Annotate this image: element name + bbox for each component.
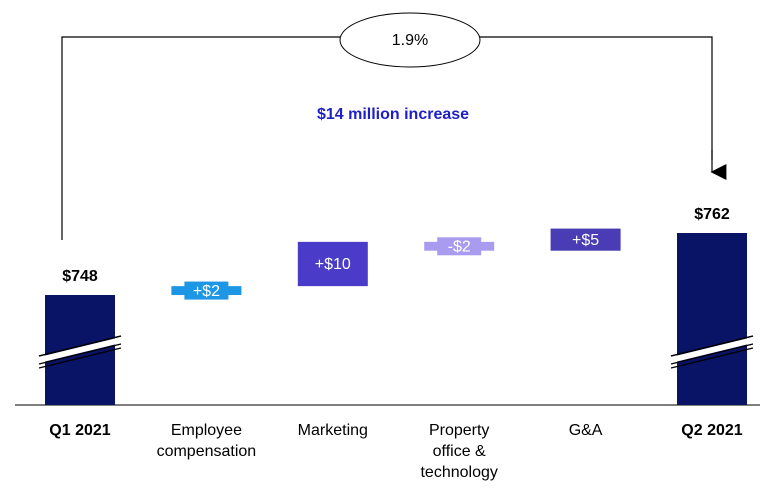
label-box	[184, 281, 229, 300]
value-label: -$2	[448, 239, 471, 256]
axis-break	[670, 343, 754, 365]
value-label: +$2	[193, 283, 220, 300]
axis-break-gap	[671, 337, 753, 363]
axis-break-gap	[39, 337, 121, 363]
axis-break	[38, 335, 122, 357]
change-label: 1.9%	[392, 32, 428, 49]
bar	[297, 241, 368, 287]
increase-label: $14 million increase	[317, 106, 469, 123]
bar	[677, 233, 747, 405]
value-label: $762	[694, 206, 730, 223]
axis-break	[38, 343, 122, 365]
x-tick-label: G&A	[568, 422, 603, 439]
value-label: +$5	[572, 232, 599, 249]
x-tick-label: Property office & technology	[420, 422, 498, 481]
axis-break	[670, 347, 754, 369]
label-box	[437, 237, 482, 256]
x-tick-label: Employee compensation	[156, 422, 257, 460]
value-label: +$10	[315, 256, 351, 273]
axis-break	[38, 347, 122, 369]
change-bubble	[339, 12, 481, 68]
bracket	[61, 36, 713, 240]
x-tick-label: Marketing	[297, 422, 368, 439]
bar	[550, 228, 621, 251]
x-tick-label: Q2 2021	[681, 422, 743, 439]
value-label: $748	[62, 268, 98, 285]
axis-break	[670, 335, 754, 357]
x-tick-label: Q1 2021	[49, 422, 111, 439]
